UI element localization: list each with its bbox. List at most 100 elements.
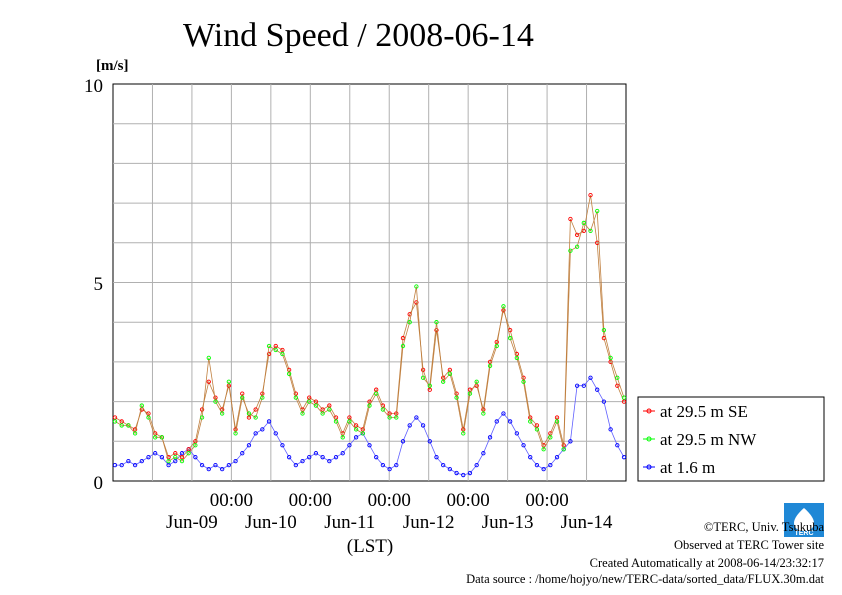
data-point: [514, 355, 519, 361]
data-point: [186, 451, 191, 456]
data-point: [521, 375, 526, 380]
y-axis-label: [m/s]: [96, 58, 129, 74]
data-point: [273, 347, 278, 353]
x-date-tick-label: Jun-14: [561, 512, 613, 533]
legend-swatch-marker: [646, 436, 652, 442]
data-point: [581, 220, 586, 226]
data-point: [621, 395, 627, 400]
data-point: [454, 391, 459, 396]
data-point: [494, 419, 499, 424]
data-point: [441, 462, 446, 468]
series-line: [114, 210, 625, 462]
data-point: [507, 419, 513, 424]
data-point: [112, 419, 118, 424]
x-time-tick-label: 00:00: [289, 490, 332, 511]
data-point: [139, 403, 144, 408]
x-axis-label: (LST): [347, 536, 393, 557]
x-time-tick-label: 00:00: [210, 490, 253, 511]
data-point: [574, 383, 580, 388]
x-date-tick-label: Jun-10: [245, 512, 297, 533]
data-point: [481, 411, 486, 416]
data-point: [481, 451, 486, 456]
data-point: [333, 419, 339, 424]
data-point: [534, 462, 540, 468]
data-point: [414, 300, 419, 305]
data-point: [213, 462, 218, 468]
data-point: [300, 458, 305, 464]
data-point: [179, 451, 185, 456]
terc-logo: TERC: [784, 503, 824, 537]
data-point: [621, 399, 627, 404]
data-point: [199, 462, 205, 468]
data-point: [286, 371, 292, 376]
data-point: [246, 411, 252, 416]
data-point: [273, 343, 278, 349]
data-point: [173, 458, 178, 464]
legend-items: at 29.5 m SE at 29.5 m NW at 1.6 m: [643, 402, 757, 477]
data-point: [467, 470, 473, 476]
data-point: [193, 439, 198, 444]
data-point: [206, 379, 211, 384]
data-point: [320, 455, 325, 460]
data-point: [467, 387, 473, 392]
data-point: [360, 427, 365, 432]
legend-label: at 29.5 m NW: [660, 430, 757, 449]
data-point: [420, 367, 426, 372]
data-point: [246, 415, 252, 420]
data-point: [487, 363, 493, 369]
data-point: [561, 447, 566, 452]
data-point: [233, 458, 238, 464]
data-point: [173, 455, 178, 460]
data-point: [615, 383, 620, 388]
data-point: [374, 455, 379, 460]
data-point: [146, 455, 151, 460]
data-point: [280, 347, 285, 353]
legend-label: at 1.6 m: [660, 458, 715, 477]
data-point: [461, 472, 466, 478]
data-point: [394, 415, 399, 420]
data-point: [534, 427, 540, 432]
data-point: [307, 455, 312, 460]
data-point: [186, 447, 191, 452]
x-date-tick-label: Jun-11: [324, 512, 375, 533]
data-point: [380, 462, 386, 468]
data-point: [266, 343, 272, 349]
data-point: [220, 411, 225, 416]
data-point: [541, 466, 546, 472]
data-point: [554, 455, 560, 460]
data-point: [193, 455, 198, 460]
data-point: [206, 466, 211, 472]
data-point: [521, 443, 526, 448]
data-point: [568, 216, 573, 222]
y-tick-label: 10: [84, 76, 103, 97]
data-point: [574, 244, 580, 249]
data-point: [367, 399, 372, 404]
data-point: [112, 415, 118, 420]
data-point: [220, 407, 225, 412]
data-point: [173, 451, 178, 456]
data-point: [528, 415, 533, 420]
data-point: [320, 411, 325, 416]
data-point: [574, 232, 580, 238]
data-point: [420, 375, 426, 380]
data-point: [313, 451, 319, 456]
data-point: [581, 383, 586, 388]
data-point: [240, 391, 245, 396]
data-point: [621, 455, 627, 460]
data-point: [487, 435, 493, 440]
data-point: [374, 391, 379, 396]
data-point: [447, 371, 453, 376]
data-point: [159, 455, 165, 460]
data-point: [246, 443, 252, 448]
data-point: [434, 327, 439, 333]
data-point: [119, 462, 124, 468]
data-point: [601, 327, 607, 333]
data-point: [340, 435, 345, 440]
x-time-labels: 00:00 00:00 00:00 00:00 00:00: [210, 490, 569, 511]
data-point: [300, 411, 305, 416]
data-point: [434, 455, 439, 460]
data-point: [226, 462, 232, 468]
x-time-tick-label: 00:00: [525, 490, 568, 511]
data-point: [608, 427, 613, 432]
data-point: [588, 228, 593, 234]
